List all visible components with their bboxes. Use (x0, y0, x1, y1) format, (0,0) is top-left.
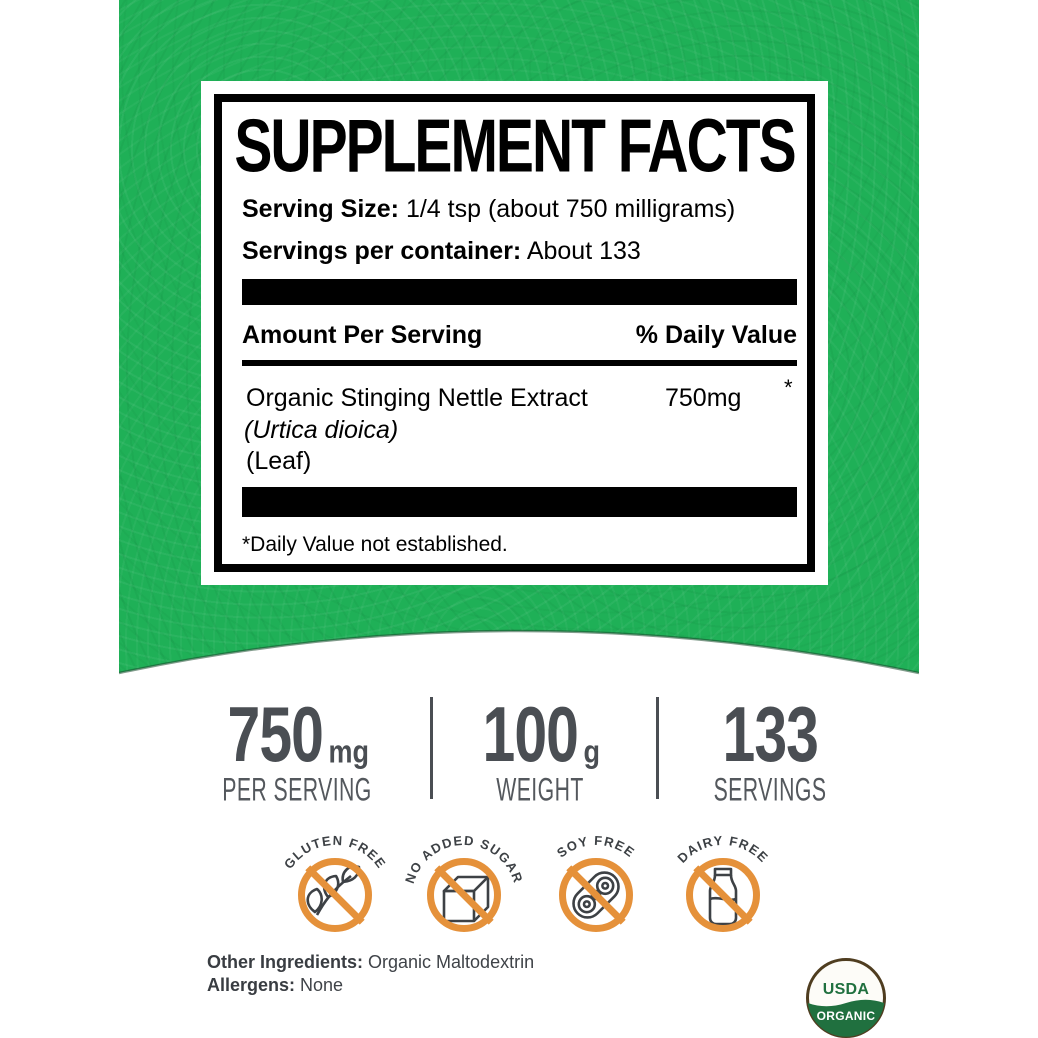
badge-no-added-sugar: NO ADDED SUGAR (394, 833, 534, 948)
stat-per-serving: 750 mg PER SERVING (167, 691, 427, 809)
ingredient-plant-part: (Leaf) (246, 447, 312, 475)
supplement-facts-panel: SUPPLEMENT FACTS Serving Size: 1/4 tsp (… (201, 81, 828, 585)
stat-weight: 100 g WEIGHT (410, 691, 670, 809)
daily-value-footnote: *Daily Value not established. (242, 533, 508, 556)
prohibition-slash (434, 865, 494, 925)
stat-servings-value-row: 133 (640, 691, 900, 779)
stat-servings-value: 133 (722, 691, 818, 779)
servings-value: About 133 (521, 237, 641, 265)
divider-rule-thin (242, 360, 797, 366)
prohibition-ring (298, 858, 372, 932)
stat-per-serving-unit: mg (328, 734, 369, 771)
footer-ingredient-lines: Other Ingredients: Organic Maltodextrin … (207, 951, 534, 997)
facts-border (214, 94, 815, 572)
divider-bar-thick (242, 279, 797, 305)
divider-bar-thick-bottom (242, 487, 797, 517)
serving-size-line: Serving Size: 1/4 tsp (about 750 milligr… (242, 195, 735, 224)
badge-soy-free-label: SOY FREE (554, 833, 637, 861)
prohibition-ring (559, 858, 633, 932)
badge-dairy-free: DAIRY FREE (653, 833, 793, 948)
stat-per-serving-label: PER SERVING (222, 772, 372, 809)
facts-header-row: Amount Per Serving % Daily Value (242, 321, 797, 350)
allergens-line: Allergens: None (207, 974, 534, 997)
servings-per-container-line: Servings per container: About 133 (242, 237, 641, 266)
facts-title: SUPPLEMENT FACTS (234, 104, 796, 189)
prohibition-slash (566, 865, 626, 925)
usda-text: USDA (823, 981, 870, 998)
svg-text:GLUTEN FREE: GLUTEN FREE (281, 833, 389, 872)
badge-gluten-free: GLUTEN FREE (265, 833, 405, 948)
stat-divider-1 (430, 697, 433, 799)
stat-weight-label: WEIGHT (496, 772, 584, 809)
stat-per-serving-value-row: 750 mg (167, 691, 427, 779)
green-curve-edge (119, 629, 919, 676)
other-ingredients-line: Other Ingredients: Organic Maltodextrin (207, 951, 534, 974)
stat-servings: 133 SERVINGS (640, 691, 900, 809)
seal-green-half (807, 999, 885, 1037)
usda-organic-seal: USDA ORGANIC (804, 957, 888, 1038)
serving-size-value: 1/4 tsp (about 750 milligrams) (399, 195, 736, 223)
ingredient-amount: 750mg (665, 384, 742, 412)
prohibition-slash (305, 865, 365, 925)
prohibition-ring (427, 858, 501, 932)
allergens-value: None (295, 975, 344, 995)
prohibition-ring (686, 858, 760, 932)
allergens-label: Allergens: (207, 975, 296, 995)
amount-per-serving-header: Amount Per Serving (242, 321, 483, 349)
stat-weight-unit: g (583, 734, 600, 771)
ingredient-dv-asterisk: * (784, 375, 793, 400)
daily-value-header: % Daily Value (635, 321, 797, 349)
other-ingredients-value: Organic Maltodextrin (363, 952, 535, 972)
badge-gluten-free-label: GLUTEN FREE (281, 833, 388, 872)
stat-servings-label: SERVINGS (713, 772, 827, 809)
stat-per-serving-value: 750 (227, 691, 324, 779)
badge-soy-free: SOY FREE (526, 833, 666, 948)
stat-weight-value-row: 100 g (410, 691, 670, 779)
ingredient-latin-name: (Urtica dioica) (244, 416, 399, 444)
ingredient-name: Organic Stinging Nettle Extract (246, 384, 588, 412)
organic-text: ORGANIC (817, 1009, 876, 1023)
svg-text:SOY FREE: SOY FREE (554, 833, 638, 861)
stat-divider-2 (656, 697, 659, 799)
serving-size-label: Serving Size: (242, 195, 399, 223)
prohibition-slash (693, 865, 753, 925)
other-ingredients-label: Other Ingredients: (207, 952, 364, 972)
stat-weight-value: 100 (482, 691, 579, 779)
servings-label: Servings per container: (242, 237, 522, 265)
